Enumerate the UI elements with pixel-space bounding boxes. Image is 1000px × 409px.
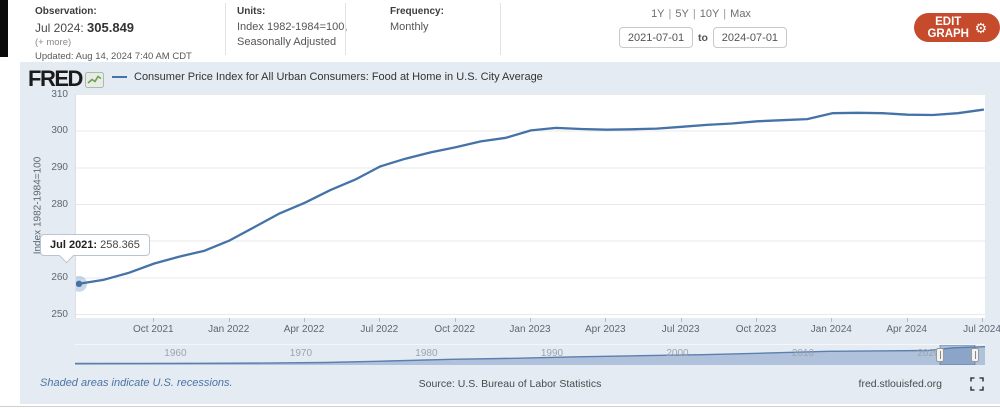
observation-label: Observation:: [35, 6, 97, 17]
x-tick-mark: [982, 318, 983, 322]
x-tick-mark: [379, 318, 381, 322]
navigator-handle-left[interactable]: [936, 348, 944, 362]
range-link-separator: |: [668, 8, 672, 20]
x-tick-mark: [906, 318, 908, 322]
x-tick-label: Jan 2024: [810, 324, 852, 335]
range-preset-links: 1Y | 5Y | 10Y | Max: [612, 8, 790, 20]
chart-container: FRED Consumer Price Index for All Urban …: [20, 62, 1000, 404]
navigator-svg: [74, 344, 986, 366]
x-tick-label: Apr 2023: [585, 324, 626, 335]
observation-number: 305.849: [87, 20, 135, 35]
fred-site-link[interactable]: fred.stlouisfed.org: [858, 378, 942, 390]
legend-label: Consumer Price Index for All Urban Consu…: [134, 71, 543, 83]
navigator: 1960 1970 1980 1990 2000 2010 2020: [74, 344, 986, 366]
x-tick-label: Oct 2022: [434, 324, 475, 335]
graph-header: Observation: Jul 2024: 305.849 (+ more) …: [8, 0, 1000, 62]
tooltip-value: 258.365: [100, 239, 140, 251]
x-tick-mark: [756, 318, 757, 322]
range-link-5y[interactable]: 5Y: [675, 8, 689, 20]
frequency-label: Frequency:: [390, 6, 444, 17]
x-tick-label: Jul 2022: [360, 324, 399, 335]
navigator-decade-label: 1960: [164, 348, 187, 359]
header-divider: [500, 3, 501, 55]
x-tick-label: Jan 2023: [509, 324, 551, 335]
y-tick-label: 310: [51, 88, 68, 100]
navigator-selected-range[interactable]: [939, 344, 976, 366]
navigator-decade-label: 1980: [415, 348, 438, 359]
header-divider: [225, 3, 226, 55]
navigator-decade-label: 2010: [791, 348, 815, 359]
y-tick-label: 290: [51, 161, 68, 173]
units-section: Units: Index 1982-1984=100, Seasonally A…: [237, 6, 347, 51]
x-tick-mark: [530, 318, 531, 322]
series-legend: Consumer Price Index for All Urban Consu…: [112, 71, 543, 83]
x-tick-mark: [304, 318, 305, 322]
range-link-max[interactable]: Max: [730, 8, 751, 20]
navigator-decade-label: 2020: [917, 348, 940, 359]
edit-graph-label: EDIT GRAPH: [927, 15, 969, 40]
header-divider: [345, 3, 346, 55]
fred-brand: FRED: [28, 66, 104, 92]
start-date-input[interactable]: [619, 27, 693, 48]
fred-logo[interactable]: FRED: [28, 66, 83, 91]
x-tick-label: Apr 2024: [886, 324, 927, 335]
cpi-line: [77, 108, 985, 285]
x-tick-mark: [680, 318, 682, 322]
navigator-decade-label: 1990: [540, 348, 564, 359]
plot-area[interactable]: [71, 94, 986, 318]
y-tick-label: 250: [51, 308, 68, 320]
data-point-marker[interactable]: [75, 280, 83, 288]
range-link-10y[interactable]: 10Y: [699, 8, 720, 20]
fred-logo-chart-icon: [84, 72, 104, 88]
frequency-section: Frequency: Monthly: [390, 6, 444, 35]
to-label: to: [698, 31, 708, 44]
x-tick-label: Jul 2024: [963, 324, 1000, 335]
tooltip-label: Jul 2021:: [50, 239, 98, 251]
range-link-separator: |: [692, 8, 696, 20]
y-tick-label: 300: [51, 125, 68, 137]
updated-timestamp: Updated: Aug 14, 2024 7:40 AM CDT: [35, 51, 192, 62]
x-tick-mark: [228, 318, 230, 322]
source-label: Source: U.S. Bureau of Labor Statistics: [418, 378, 602, 390]
more-link[interactable]: (+ more): [35, 37, 72, 48]
edit-graph-button[interactable]: EDIT GRAPH ⚙: [914, 13, 1000, 42]
price-chart-svg: [71, 94, 986, 315]
x-tick-mark: [153, 318, 155, 322]
x-tick-label: Jan 2022: [208, 324, 250, 335]
range-link-separator: |: [723, 8, 727, 20]
x-tick-mark: [454, 318, 456, 322]
chart-footer: Shaded areas indicate U.S. recessions. S…: [20, 368, 1000, 404]
recession-note-link[interactable]: Shaded areas indicate U.S. recessions.: [40, 377, 233, 389]
frequency-value: Monthly: [390, 21, 429, 33]
navigator-area: [75, 346, 985, 365]
navigator-line: [74, 346, 986, 365]
units-label: Units:: [237, 6, 266, 17]
navigator-decade-label: 1970: [289, 348, 313, 359]
x-tick-label: Apr 2022: [283, 324, 325, 335]
x-tick-mark: [605, 318, 607, 322]
x-tick-label: Jul 2023: [661, 324, 700, 335]
x-tick-label: Oct 2021: [133, 324, 174, 335]
legend-line-swatch: [112, 75, 127, 79]
navigator-decade-label: 2000: [666, 348, 689, 359]
y-tick-label: 280: [51, 198, 68, 210]
range-link-1y[interactable]: 1Y: [651, 8, 665, 20]
units-value-line1: Index 1982-1984=100,: [237, 21, 348, 33]
bottom-divider: [0, 406, 1000, 407]
end-date-input[interactable]: [712, 27, 787, 48]
observation-section: Observation: Jul 2024: 305.849 (+ more) …: [35, 6, 192, 62]
y-tick-label: 260: [51, 271, 68, 283]
observation-value: Jul 2024: 305.849: [35, 20, 135, 35]
tooltip: Jul 2021: 258.365: [40, 234, 150, 256]
fullscreen-icon[interactable]: [970, 377, 984, 391]
gear-icon: ⚙: [974, 19, 987, 36]
date-range-controls: to: [619, 27, 787, 48]
x-tick-mark: [831, 318, 833, 322]
screen-edge-strip: [0, 0, 8, 57]
units-value-line2: Seasonally Adjusted: [237, 36, 337, 49]
navigator-handle-right[interactable]: [971, 348, 979, 362]
x-tick-label: Oct 2023: [735, 324, 777, 335]
